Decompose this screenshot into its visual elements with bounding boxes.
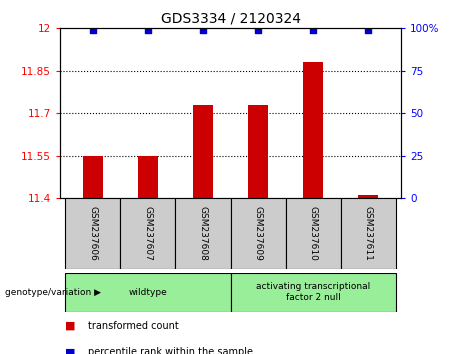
Text: ■: ■ bbox=[65, 347, 75, 354]
Bar bbox=[359, 195, 378, 198]
Bar bbox=[230, 198, 285, 269]
Point bbox=[89, 27, 97, 33]
Text: ■: ■ bbox=[65, 321, 75, 331]
Text: genotype/variation ▶: genotype/variation ▶ bbox=[5, 287, 100, 297]
Bar bbox=[303, 62, 323, 198]
Text: GSM237606: GSM237606 bbox=[89, 206, 97, 261]
Point bbox=[144, 27, 152, 33]
Bar bbox=[65, 198, 120, 269]
Bar bbox=[285, 198, 341, 269]
Text: GSM237609: GSM237609 bbox=[254, 206, 262, 261]
Bar bbox=[230, 273, 396, 312]
Bar bbox=[83, 156, 103, 198]
Bar bbox=[120, 198, 176, 269]
Title: GDS3334 / 2120324: GDS3334 / 2120324 bbox=[160, 12, 301, 26]
Text: percentile rank within the sample: percentile rank within the sample bbox=[88, 347, 253, 354]
Text: GSM237607: GSM237607 bbox=[143, 206, 153, 261]
Text: transformed count: transformed count bbox=[88, 321, 178, 331]
Bar bbox=[176, 198, 230, 269]
Bar bbox=[341, 198, 396, 269]
Bar bbox=[138, 156, 158, 198]
Point bbox=[364, 27, 372, 33]
Text: GSM237608: GSM237608 bbox=[199, 206, 207, 261]
Text: activating transcriptional
factor 2 null: activating transcriptional factor 2 null bbox=[256, 282, 370, 302]
Point bbox=[309, 27, 317, 33]
Point bbox=[199, 27, 207, 33]
Text: wildtype: wildtype bbox=[129, 287, 167, 297]
Bar bbox=[193, 105, 213, 198]
Text: GSM237611: GSM237611 bbox=[364, 206, 372, 261]
Bar bbox=[65, 273, 230, 312]
Bar bbox=[248, 105, 268, 198]
Point bbox=[254, 27, 262, 33]
Text: GSM237610: GSM237610 bbox=[308, 206, 318, 261]
